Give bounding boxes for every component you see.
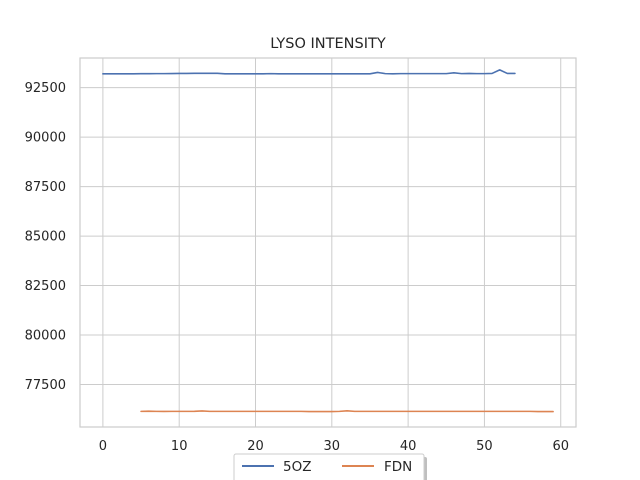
grid xyxy=(80,58,576,427)
legend: 5OZ FDN xyxy=(233,453,427,480)
legend-label-fdn: FDN xyxy=(384,459,412,475)
x-tick-label: 0 xyxy=(99,439,107,454)
x-tick-label: 60 xyxy=(552,439,569,454)
series-line-5oz xyxy=(102,69,516,75)
y-tick-label: 80000 xyxy=(25,328,66,343)
plot-frame xyxy=(79,57,577,428)
y-tick-label: 77500 xyxy=(25,378,66,393)
y-axis: 77500 80000 82500 85000 87500 90000 92500 xyxy=(25,81,66,393)
y-tick-label: 82500 xyxy=(25,279,66,294)
y-tick-label: 87500 xyxy=(25,180,66,195)
x-tick-label: 10 xyxy=(171,439,188,454)
legend-label-5oz: 5OZ xyxy=(283,459,311,475)
series-layer xyxy=(102,69,554,413)
x-tick-label: 30 xyxy=(324,439,341,454)
y-tick-label: 90000 xyxy=(25,131,66,146)
chart-title: LYSO INTENSITY xyxy=(270,36,386,52)
x-axis: 0 10 20 30 40 50 60 xyxy=(99,439,569,454)
legend-box xyxy=(233,453,425,480)
x-tick-label: 20 xyxy=(247,439,264,454)
y-tick-label: 92500 xyxy=(25,81,66,96)
x-tick-label: 40 xyxy=(400,439,417,454)
series-line-fdn xyxy=(140,409,554,413)
x-tick-label: 50 xyxy=(476,439,493,454)
y-tick-label: 85000 xyxy=(25,230,66,245)
